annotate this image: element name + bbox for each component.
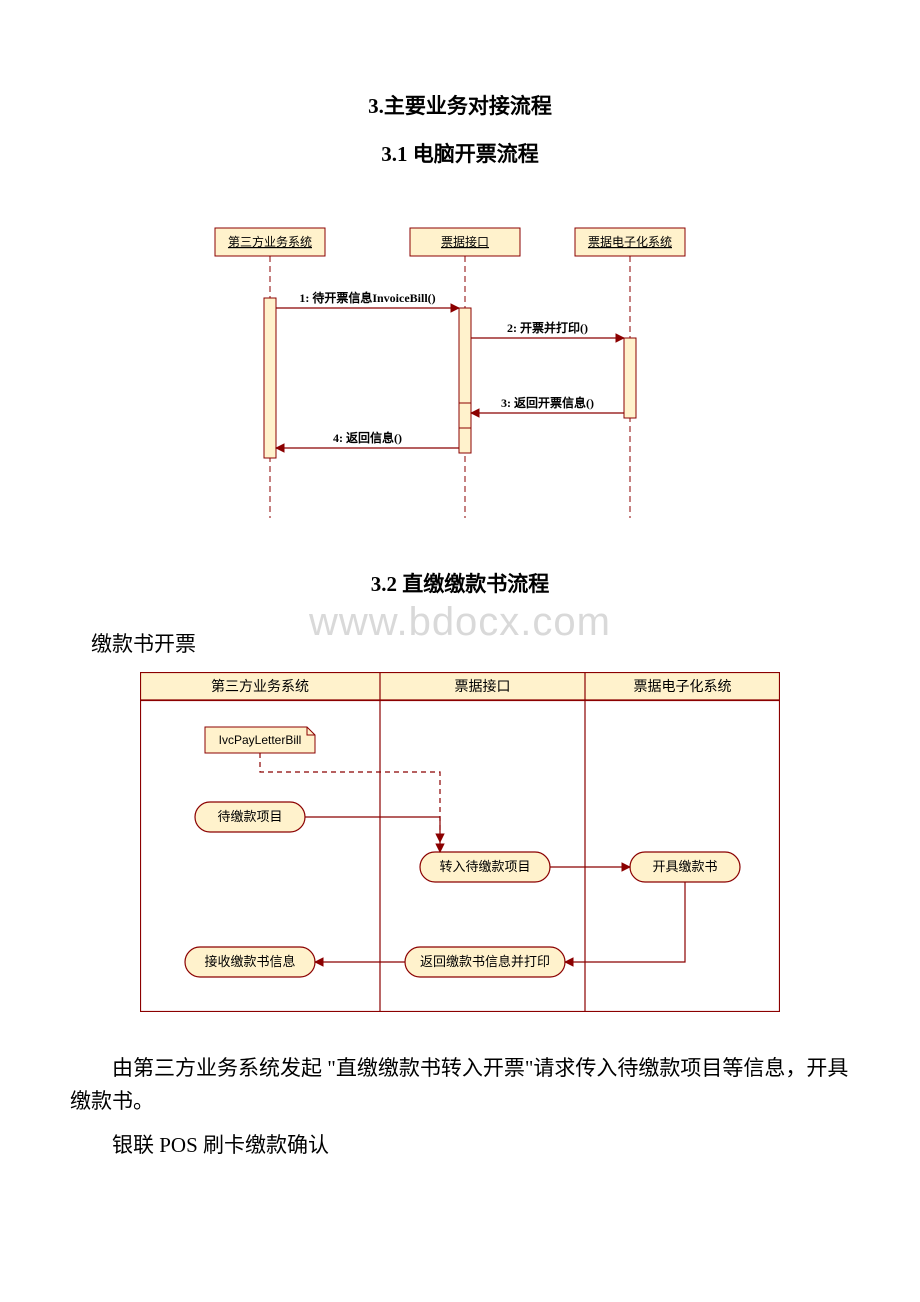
svg-text:转入待缴款项目: 转入待缴款项目 bbox=[439, 859, 530, 874]
subsection-title-1: 3.1 电脑开票流程 bbox=[70, 138, 850, 168]
sequence-diagram: 第三方业务系统 票据接口 票据电子化系统 1: 待开票信息InvoiceBill() 2… bbox=[190, 198, 730, 528]
svg-text:待缴款项目: 待缴款项目 bbox=[217, 809, 282, 824]
sequence-diagram-container: 第三方业务系统 票据接口 票据电子化系统 1: 待开票信息InvoiceBill() 2… bbox=[70, 198, 850, 528]
svg-text:IvcPayLetterBill: IvcPayLetterBill bbox=[219, 733, 302, 747]
svg-text:3: 返回开票信息(): 3: 返回开票信息() bbox=[501, 395, 594, 410]
svg-text:返回缴款书信息并打印: 返回缴款书信息并打印 bbox=[420, 954, 550, 969]
svg-text:票据接口: 票据接口 bbox=[441, 234, 489, 249]
paragraph-1: 由第三方业务系统发起 "直缴缴款书转入开票"请求传入待缴款项目等信息，开具缴款书… bbox=[70, 1052, 850, 1119]
svg-text:开具缴款书: 开具缴款书 bbox=[652, 859, 717, 874]
subsection-title-2: 3.2 直缴缴款书流程 bbox=[70, 568, 850, 598]
svg-text:接收缴款书信息: 接收缴款书信息 bbox=[204, 954, 295, 969]
svg-text:票据接口: 票据接口 bbox=[455, 678, 511, 695]
svg-text:4: 返回信息(): 4: 返回信息() bbox=[333, 430, 402, 445]
activity-diagram-container: 第三方业务系统 票据接口 票据电子化系统 IvcPayLetterBill 待缴款项目转… bbox=[70, 672, 850, 1012]
svg-text:第三方业务系统: 第三方业务系统 bbox=[211, 678, 309, 695]
svg-text:1: 待开票信息InvoiceBill(): 1: 待开票信息InvoiceBill() bbox=[299, 290, 435, 305]
svg-text:票据电子化系统: 票据电子化系统 bbox=[588, 235, 672, 249]
section-title: 3.主要业务对接流程 bbox=[70, 90, 850, 120]
activity-diagram: 第三方业务系统 票据接口 票据电子化系统 IvcPayLetterBill 待缴款项目转… bbox=[140, 672, 780, 1012]
svg-text:票据电子化系统: 票据电子化系统 bbox=[634, 679, 732, 695]
svg-text:2: 开票并打印(): 2: 开票并打印() bbox=[507, 320, 588, 335]
paragraph-2: 银联 POS 刷卡缴款确认 bbox=[70, 1129, 850, 1163]
svg-text:第三方业务系统: 第三方业务系统 bbox=[228, 234, 312, 249]
caption-diagram-2: 缴款书开票 bbox=[70, 628, 850, 662]
